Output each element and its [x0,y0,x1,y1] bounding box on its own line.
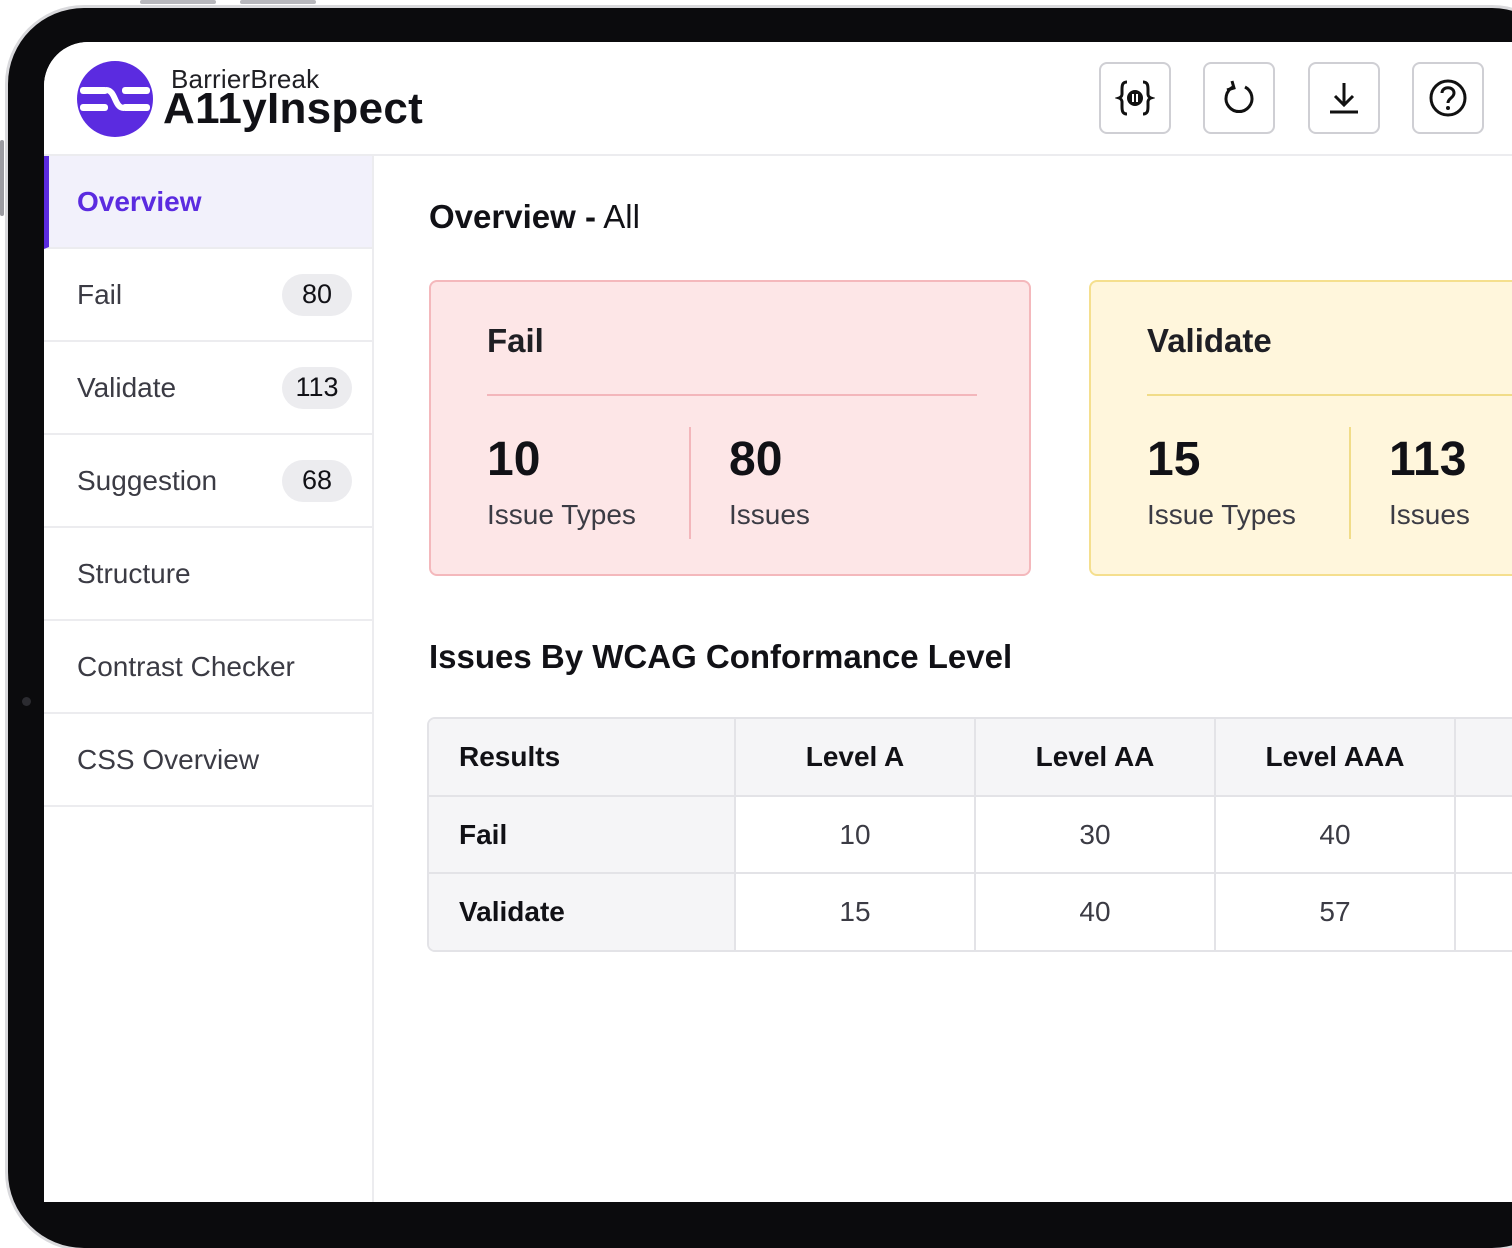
issue-types-label: Issue Types [487,499,636,530]
refresh-button[interactable] [1203,62,1275,134]
sidebar-item-css-overview[interactable]: CSS Overview [44,714,372,807]
code-braces-icon [1115,80,1155,116]
sidebar-item-label: CSS Overview [77,743,260,775]
download-button[interactable] [1308,62,1380,134]
count-badge: 113 [282,366,352,409]
refresh-icon [1224,80,1254,114]
device-top-button [240,0,316,4]
issues-label: Issues [729,499,810,530]
header-extra [1455,719,1512,797]
sidebar-item-label: Contrast Checker [77,650,295,682]
validate-summary-card: Validate 15 Issue Types 113 Issues [1089,280,1512,576]
card-divider [1147,394,1512,396]
device-side-button [0,140,4,216]
cell-level-aa: 40 [975,873,1216,950]
help-button[interactable] [1412,62,1484,134]
sidebar: Overview Fail 80 Validate 113 Suggestion… [44,156,374,1202]
sidebar-item-contrast-checker[interactable]: Contrast Checker [44,621,372,714]
card-separator [1349,427,1351,539]
sidebar-item-label: Validate [77,371,177,403]
cell-level-aaa: 40 [1215,796,1456,874]
sidebar-item-fail[interactable]: Fail 80 [44,249,372,342]
issues-label: Issues [1389,499,1470,530]
table-row: Fail 10 30 40 [429,796,1512,874]
cell-level-a: 15 [735,873,976,950]
sidebar-item-label: Suggestion [77,464,218,496]
issues-count: 80 [729,433,783,486]
sidebar-item-structure[interactable]: Structure [44,528,372,621]
cell-level-aaa: 57 [1215,873,1456,950]
sidebar-item-label: Overview [77,185,202,217]
cell-level-a: 10 [735,796,976,874]
table-row: Validate 15 40 57 [429,873,1512,950]
row-label: Fail [429,796,736,874]
header-level-a: Level A [735,719,976,797]
section-title: Issues By WCAG Conformance Level [429,638,1013,675]
app-header: BarrierBreak A11yInspect [44,42,1512,156]
card-divider [487,394,977,396]
count-badge: 80 [282,273,352,316]
page-title-filter: All [603,198,640,235]
issue-types-label: Issue Types [1147,499,1296,530]
card-title: Fail [487,322,544,359]
sidebar-item-suggestion[interactable]: Suggestion 68 [44,435,372,528]
cell-level-aa: 30 [975,796,1216,874]
issue-types-count: 10 [487,433,541,486]
page-title-separator: - [584,198,596,235]
cell-extra [1455,873,1512,950]
sidebar-item-validate[interactable]: Validate 113 [44,342,372,435]
card-separator [689,427,691,539]
download-icon [1330,83,1358,114]
code-button[interactable] [1099,62,1171,134]
card-title: Validate [1147,322,1272,359]
wcag-conformance-table: Results Level A Level AA Level AAA Fail … [427,717,1512,952]
header-level-aa: Level AA [975,719,1216,797]
help-icon [1429,79,1467,117]
header-results: Results [429,719,736,797]
issues-count: 113 [1389,433,1467,486]
sidebar-item-overview[interactable]: Overview [44,156,372,249]
cell-extra [1455,796,1512,874]
a11yinspect-logo-icon [77,61,153,137]
page-title: Overview - All [429,198,640,236]
fail-summary-card: Fail 10 Issue Types 80 Issues [429,280,1031,576]
sidebar-item-label: Fail [77,278,123,310]
count-badge: 68 [282,459,352,502]
brand-company: BarrierBreak [171,64,320,94]
issue-types-count: 15 [1147,433,1201,486]
sidebar-item-label: Structure [77,557,191,589]
row-label: Validate [429,873,736,950]
device-camera [22,697,31,706]
brand-product: A11yInspect [163,84,424,133]
table-header-row: Results Level A Level AA Level AAA [429,719,1512,797]
app-screen: BarrierBreak A11yInspect [44,42,1512,1202]
header-level-aaa: Level AAA [1215,719,1456,797]
device-top-button [140,0,216,4]
page-title-text: Overview [429,198,576,235]
